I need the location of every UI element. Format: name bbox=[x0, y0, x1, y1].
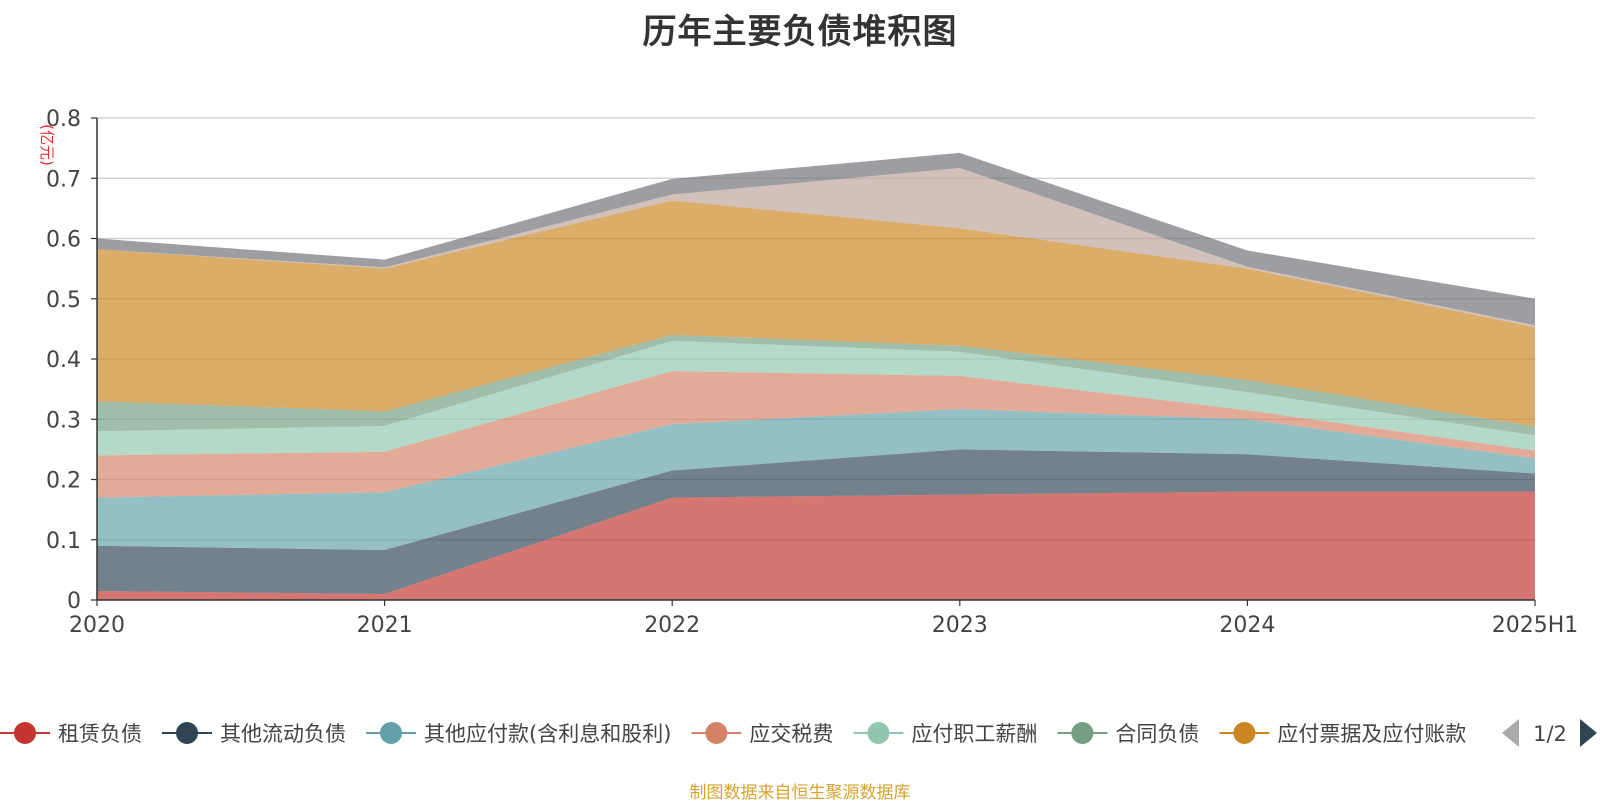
legend-label: 应付职工薪酬 bbox=[911, 722, 1037, 746]
legend-label: 应交税费 bbox=[749, 722, 833, 746]
area-series bbox=[97, 152, 1535, 600]
area-series-3 bbox=[97, 409, 1535, 550]
y-tick-label: 0.8 bbox=[46, 107, 81, 132]
legend-item[interactable]: 其他应付款(含利息和股利) bbox=[366, 722, 671, 746]
area-series-2 bbox=[97, 449, 1535, 594]
legend-label: 合同负债 bbox=[1115, 722, 1199, 746]
x-tick-label: 2021 bbox=[357, 613, 413, 638]
y-tick-label: 0.2 bbox=[46, 469, 81, 494]
triangle-left-icon bbox=[1502, 719, 1519, 747]
y-tick-label: 0.4 bbox=[46, 348, 81, 373]
legend-item[interactable]: 租赁负债 bbox=[0, 722, 142, 746]
legend-circle-marker bbox=[14, 722, 36, 744]
y-axis-unit-label: (亿元) bbox=[38, 124, 56, 166]
y-tick-label: 0.1 bbox=[46, 529, 81, 554]
source-note: 制图数据来自恒生聚源数据库 bbox=[689, 783, 911, 803]
area-series-1 bbox=[97, 491, 1535, 600]
y-tick-label: 0.6 bbox=[46, 228, 81, 253]
legend-item[interactable]: 合同负债 bbox=[1057, 722, 1199, 746]
x-tick-labels: 2020 2021 2022 2023 2024 2025H1 bbox=[69, 600, 1578, 638]
legend-item[interactable]: 应付票据及应付账款 bbox=[1219, 722, 1466, 746]
legend-circle-marker bbox=[380, 722, 402, 744]
legend-item[interactable]: 应交税费 bbox=[691, 722, 833, 746]
legend-circle-marker bbox=[1233, 722, 1256, 744]
area-series-4 bbox=[97, 371, 1535, 498]
x-tick-label: 2024 bbox=[1219, 613, 1275, 638]
legend-item[interactable]: 其他流动负债 bbox=[162, 722, 346, 746]
legend: 租赁负债 其他流动负债 其他应付款(含利息和股利) 应交税费 应付职工薪酬 合同负债 应付票… bbox=[0, 719, 1597, 747]
legend-label: 应付票据及应付账款 bbox=[1277, 722, 1466, 746]
legend-item[interactable]: 应付职工薪酬 bbox=[853, 722, 1037, 746]
legend-label: 租赁负债 bbox=[58, 722, 142, 746]
area-series-6 bbox=[97, 334, 1535, 436]
x-tick-label: 2023 bbox=[932, 613, 988, 638]
legend-page-indicator: 1/2 bbox=[1533, 722, 1567, 746]
legend-prev-button[interactable] bbox=[1502, 719, 1519, 747]
legend-circle-marker bbox=[705, 722, 728, 744]
triangle-right-icon bbox=[1580, 719, 1597, 747]
y-tick-labels: 0 0.1 0.2 0.3 0.4 0.5 0.6 0.7 0.8 bbox=[46, 107, 97, 614]
y-tick-label: 0.3 bbox=[46, 408, 81, 433]
legend-circle-marker bbox=[867, 722, 890, 744]
area-series-8 bbox=[97, 168, 1535, 328]
legend-next-button[interactable] bbox=[1580, 719, 1597, 747]
area-series-5 bbox=[97, 340, 1535, 456]
x-tick-label: 2022 bbox=[644, 613, 700, 638]
legend-circle-marker bbox=[176, 722, 198, 744]
legend-circle-marker bbox=[1071, 722, 1094, 744]
legend-label: 其他流动负债 bbox=[220, 722, 346, 746]
x-tick-label: 2025H1 bbox=[1492, 613, 1579, 638]
y-tick-label: 0.7 bbox=[46, 167, 81, 192]
chart-title: 历年主要负债堆积图 bbox=[642, 12, 958, 52]
area-series-7 bbox=[97, 200, 1535, 427]
y-tick-label: 0 bbox=[67, 589, 81, 614]
x-tick-label: 2020 bbox=[69, 613, 125, 638]
y-tick-label: 0.5 bbox=[46, 288, 81, 313]
legend-label: 其他应付款(含利息和股利) bbox=[424, 722, 671, 746]
